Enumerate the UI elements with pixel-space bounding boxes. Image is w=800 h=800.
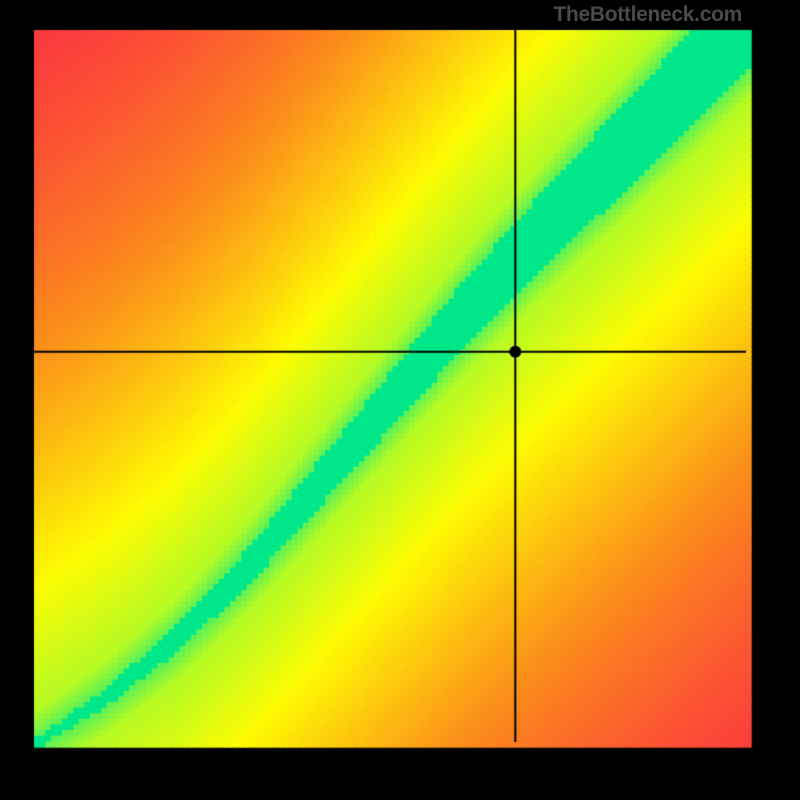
attribution-text: TheBottleneck.com — [553, 3, 742, 27]
bottleneck-heatmap — [0, 0, 800, 800]
